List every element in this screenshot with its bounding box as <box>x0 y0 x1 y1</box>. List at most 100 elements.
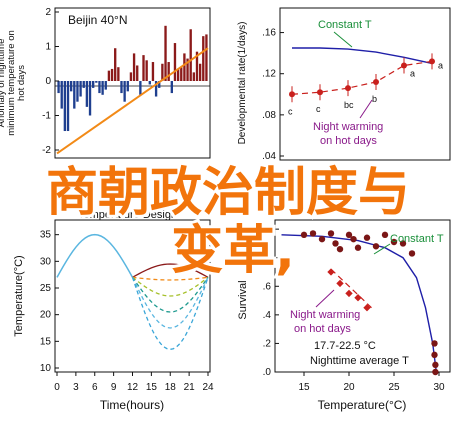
panel-c-x-tick-label: 12 <box>127 382 139 393</box>
panel-b-point-label: c <box>316 104 321 114</box>
panel-c-y-tick-label: 25 <box>40 283 52 294</box>
panel-c-x-tick-label: 15 <box>146 382 158 393</box>
panel-a-bar <box>186 58 189 81</box>
panel-d-x-label: Temperature(°C) <box>318 398 407 412</box>
panel-c-x-tick-label: 9 <box>111 382 117 393</box>
panel-b-point <box>317 89 323 96</box>
panel-a-bar <box>79 81 82 97</box>
panel-c-x-tick-label: 24 <box>202 382 214 393</box>
panel-c-title: Temperature Design <box>78 209 177 221</box>
panel-a-bar <box>132 53 136 81</box>
panel-c-y-tick-label: 10 <box>40 363 52 374</box>
panel-c-day-curve <box>56 233 134 278</box>
panel-d-constant-point <box>399 240 407 247</box>
panel-b-y-label: Developmental rate(1/days) <box>237 22 248 145</box>
panel-a-y-ticks: 2 1 0 -1 -2 <box>42 7 59 156</box>
panel-c-night-curve <box>131 276 209 313</box>
panel-c-x-label: Time(hours) <box>100 398 164 412</box>
panel-a-bar <box>158 81 161 88</box>
panel-d-y-tick-label: .6 <box>263 281 272 292</box>
panel-a-bar <box>176 68 180 81</box>
panel-a-y-tick-label: 2 <box>45 7 51 18</box>
panel-c-x-tick-label: 3 <box>73 382 79 393</box>
panel-a-bar <box>66 81 70 132</box>
panel-b-frame <box>279 7 451 161</box>
panel-a-bar <box>154 81 158 97</box>
panel-a-bar <box>136 65 139 81</box>
panel-a-bar <box>170 81 173 94</box>
panel-d-nighttime-caption: Nighttime average T <box>310 355 409 367</box>
panel-a-bar <box>98 81 101 94</box>
panel-b-constant-curve <box>292 47 433 65</box>
panel-a-bar <box>60 81 63 109</box>
panel-d-y-tick-label: .4 <box>263 310 272 321</box>
panel-a-y-tick-label: 1 <box>45 42 51 53</box>
panel-a-bar <box>195 51 199 81</box>
panel-b-y-tick-label: .08 <box>262 110 276 121</box>
panel-c-y-tick-label: 15 <box>40 336 52 347</box>
panel-b-warming-arrow <box>359 99 373 119</box>
overlay-title-line-2: 变革, <box>171 221 295 281</box>
panel-c-x-tick-label: 0 <box>54 382 60 393</box>
panel-b-point <box>345 85 351 92</box>
panel-a-bar <box>145 60 148 81</box>
panel-d-constant-point <box>327 230 335 237</box>
panel-d-constant-annotation: Constant T <box>390 233 444 245</box>
panel-a-bar <box>198 63 202 81</box>
panel-d-constant-point <box>300 231 308 239</box>
panel-a-bar <box>123 81 126 102</box>
panel-d-constant-point <box>318 235 326 243</box>
panel-d-y-tick-label: .0 <box>263 367 272 378</box>
panel-b-point-label: c <box>288 106 293 116</box>
panel-a-bar <box>107 70 111 81</box>
panel-d-x-ticks: 15 20 25 30 <box>298 372 445 393</box>
panel-d-warming-point <box>336 279 344 288</box>
panel-a-bar <box>114 48 117 81</box>
panel-d-constant-point <box>309 230 317 237</box>
panel-d-y-tick-label: .8 <box>263 253 272 264</box>
panel-b-point-label: b <box>372 94 377 104</box>
panel-a-y-tick-label: 0 <box>45 76 51 87</box>
panel-d-y-tick-label: .2 <box>263 338 272 349</box>
panel-d-constant-point <box>332 240 339 247</box>
panel-a-bar <box>148 81 151 85</box>
panel-c-y-ticks: 35 30 25 20 15 10 <box>40 230 59 374</box>
panel-c-y-tick-label: 30 <box>40 256 52 267</box>
panel-a-bar <box>92 81 95 88</box>
panel-c-night-curve <box>132 276 209 297</box>
panel-a-bar <box>101 81 104 95</box>
panel-d-warming-point <box>327 268 335 276</box>
panel-a-title: Beijin 40°N <box>68 13 128 27</box>
panel-c-x-tick-label: 21 <box>184 382 196 393</box>
panel-a-bar <box>82 81 85 88</box>
panel-b-warming-annotation-1: Night warming <box>313 121 383 133</box>
panel-a-bar <box>126 81 129 92</box>
panel-d-points <box>300 230 439 376</box>
panel-a-bar <box>104 81 107 90</box>
panel-a-bar <box>120 81 123 94</box>
panel-a-bars <box>57 25 208 132</box>
panel-a-bar <box>192 72 196 81</box>
panel-b-warming-line <box>291 60 433 95</box>
panel-b-y-ticks: .16 .12 .08 .04 <box>262 28 284 162</box>
panel-a-bar <box>110 68 114 81</box>
panel-d-y-tick-label: 1.0 <box>257 224 271 235</box>
panel-a-bar <box>142 55 145 81</box>
overlay-title-line-1: 商朝政治制度与 <box>46 163 410 223</box>
panel-d-constant-point <box>345 231 353 239</box>
panel-d-warming-fit <box>330 268 372 309</box>
panel-d-warming-point <box>363 304 371 312</box>
panel-a-bar <box>69 81 73 92</box>
panel-a-bar <box>183 53 186 81</box>
panel-a-y-tick-label: -1 <box>42 111 51 122</box>
panel-a-bar <box>57 81 60 94</box>
panel-d-constant-point <box>432 361 439 369</box>
panel-c-x-tick-label: 18 <box>165 382 177 393</box>
panel-d-x-tick-label: 20 <box>343 382 355 393</box>
panel-d-warming-point <box>354 294 362 302</box>
panel-b-point <box>289 91 295 98</box>
panel-c-night-curve <box>132 276 209 281</box>
overlay-title: 商朝政治制度与 变革, <box>43 160 413 284</box>
panel-a-bar <box>95 81 98 83</box>
panel-b-point-label: bc <box>344 100 354 110</box>
